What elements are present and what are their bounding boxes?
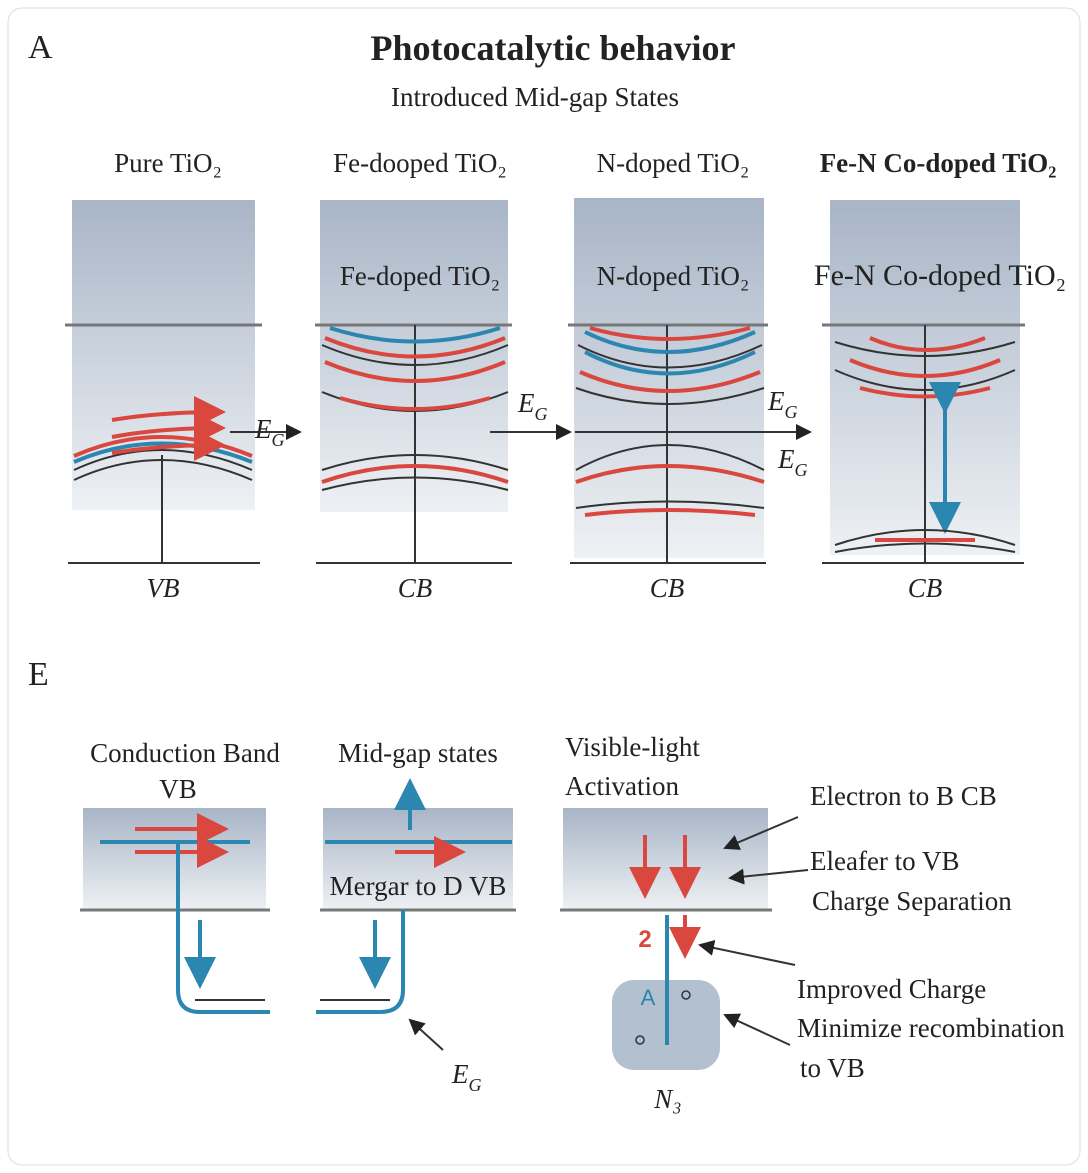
gap-label: EG (777, 444, 808, 480)
shape (83, 808, 266, 910)
shape (834, 369, 1016, 391)
shape (575, 387, 765, 405)
inner-label: N-doped TiO₂ (597, 261, 750, 291)
subtitle: Introduced Mid-gap States (391, 82, 679, 112)
panel-label: A (28, 29, 53, 66)
shape (339, 396, 491, 411)
column-title: Pure TiO₂ (114, 148, 222, 178)
step-label: 2 (638, 926, 651, 953)
band-label: CB (908, 573, 943, 603)
site-name: N₃ (653, 1084, 681, 1114)
shape (575, 444, 765, 471)
shape (316, 910, 405, 1014)
shape (728, 868, 809, 885)
shape (408, 1018, 444, 1051)
note: to VB (800, 1053, 865, 1083)
shape (575, 464, 765, 484)
note: Eleafer to VB (810, 846, 959, 876)
shape (584, 350, 756, 376)
band-label: CB (650, 573, 685, 603)
frame (7, 7, 1081, 1166)
inner-label: Fe-N Co-doped TiO₂ (814, 259, 1066, 292)
shape (579, 370, 761, 393)
note: Electron to B CB (810, 781, 997, 811)
shape (584, 330, 756, 354)
label: Activation (565, 771, 679, 801)
gap-label: EG (517, 388, 548, 424)
note: Charge Separation (812, 886, 1012, 916)
shape (73, 459, 253, 481)
gap-label: EG (451, 1059, 482, 1095)
label: Visible-light (565, 732, 700, 762)
shape (869, 336, 986, 352)
title: Photocatalytic behavior (371, 28, 736, 68)
panel-label: E (28, 656, 49, 693)
band-label: VB (147, 573, 180, 603)
shape (834, 341, 1016, 357)
band-panels (65, 198, 1025, 564)
band-label: CB (398, 573, 433, 603)
gap-label: EG (767, 386, 798, 422)
label: Mid-gap states (338, 738, 498, 768)
mechanism (80, 778, 809, 1070)
label: VB (159, 774, 197, 804)
column-title: Fe-N Co-doped TiO₂ (820, 148, 1057, 178)
shape (323, 808, 513, 910)
shape (324, 360, 506, 383)
note: Improved Charge (797, 974, 986, 1004)
shape (635, 1035, 645, 1045)
shape (73, 441, 253, 464)
shape (584, 508, 756, 517)
label: Mergar to D VB (330, 871, 507, 901)
shape (321, 464, 509, 484)
inner-label: Fe-doped TiO₂ (340, 261, 500, 291)
shape (575, 500, 765, 509)
site-label: A (641, 985, 656, 1010)
shape (698, 940, 796, 966)
shape (324, 336, 506, 359)
shape (73, 449, 253, 471)
shape (589, 326, 751, 341)
shape (176, 842, 270, 1014)
column-title: N-doped TiO₂ (597, 148, 750, 178)
shape (849, 358, 1001, 378)
shape (723, 816, 799, 850)
shape (321, 454, 509, 471)
shape (834, 529, 1016, 546)
shape (563, 808, 768, 910)
column-title: Fe-dooped TiO₂ (333, 148, 507, 178)
shape (321, 476, 509, 491)
shape (577, 344, 763, 369)
shape (73, 435, 253, 458)
shape (834, 542, 1016, 553)
shape (723, 1013, 791, 1046)
shape (72, 200, 255, 510)
gap-label: EG (254, 414, 285, 450)
shape (574, 198, 764, 558)
label: Conduction Band (90, 738, 280, 768)
shape (859, 386, 991, 399)
note: Minimize recombination (797, 1013, 1065, 1043)
shape (329, 326, 501, 344)
shape (681, 990, 691, 1000)
shape (321, 344, 509, 366)
shape (111, 429, 226, 462)
shape (111, 412, 226, 445)
